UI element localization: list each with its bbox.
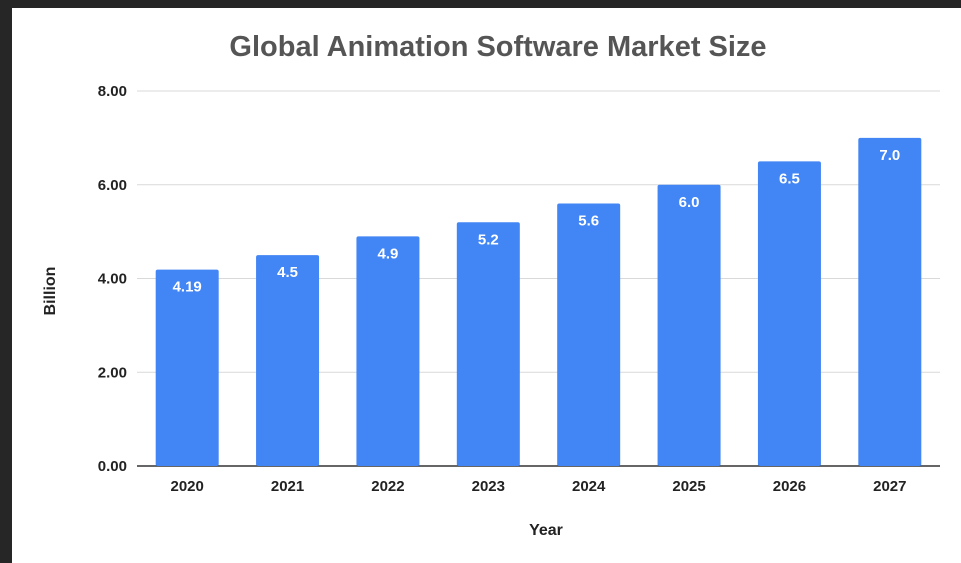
- bar-2021: [256, 255, 320, 466]
- x-tick-label: 2024: [572, 478, 606, 495]
- y-axis-title: Billion: [42, 267, 59, 316]
- bar-2024: [557, 203, 621, 466]
- bar-2022: [356, 236, 420, 466]
- y-tick-label: 6.00: [98, 177, 127, 194]
- bar-2025: [657, 184, 721, 466]
- x-tick-label: 2026: [773, 478, 806, 495]
- bar-2026: [757, 161, 821, 466]
- data-label: 7.0: [879, 147, 900, 164]
- data-label: 5.2: [478, 231, 499, 248]
- x-tick-label: 2025: [672, 478, 705, 495]
- x-axis-title: Year: [529, 522, 563, 539]
- y-tick-label: 8.00: [98, 83, 127, 100]
- bar-2023: [456, 222, 520, 466]
- data-label: 4.19: [173, 279, 202, 296]
- data-labels: 4.19 4.5 4.9 5.2 5.6 6.0 6.5 7.0: [173, 147, 901, 296]
- data-label: 4.5: [277, 264, 298, 281]
- data-label: 6.0: [679, 194, 700, 211]
- x-tick-label: 2023: [472, 478, 505, 495]
- data-label: 6.5: [779, 170, 800, 187]
- y-tick-label: 2.00: [98, 364, 127, 381]
- bar-2020: [155, 269, 219, 466]
- x-tick-label: 2022: [371, 478, 404, 495]
- y-axis-ticks: 0.00 2.00 4.00 6.00 8.00: [98, 83, 127, 475]
- y-tick-label: 4.00: [98, 271, 127, 288]
- x-axis-ticks: 2020 2021 2022 2023 2024 2025 2026 2027: [171, 478, 907, 495]
- x-tick-label: 2020: [171, 478, 204, 495]
- x-tick-label: 2021: [271, 478, 304, 495]
- x-tick-label: 2027: [873, 478, 906, 495]
- bars: [155, 137, 922, 466]
- chart-title: Global Animation Software Market Size: [229, 31, 766, 63]
- data-label: 4.9: [378, 245, 399, 262]
- data-label: 5.6: [578, 213, 599, 230]
- y-tick-label: 0.00: [98, 458, 127, 475]
- bar-2027: [858, 137, 922, 466]
